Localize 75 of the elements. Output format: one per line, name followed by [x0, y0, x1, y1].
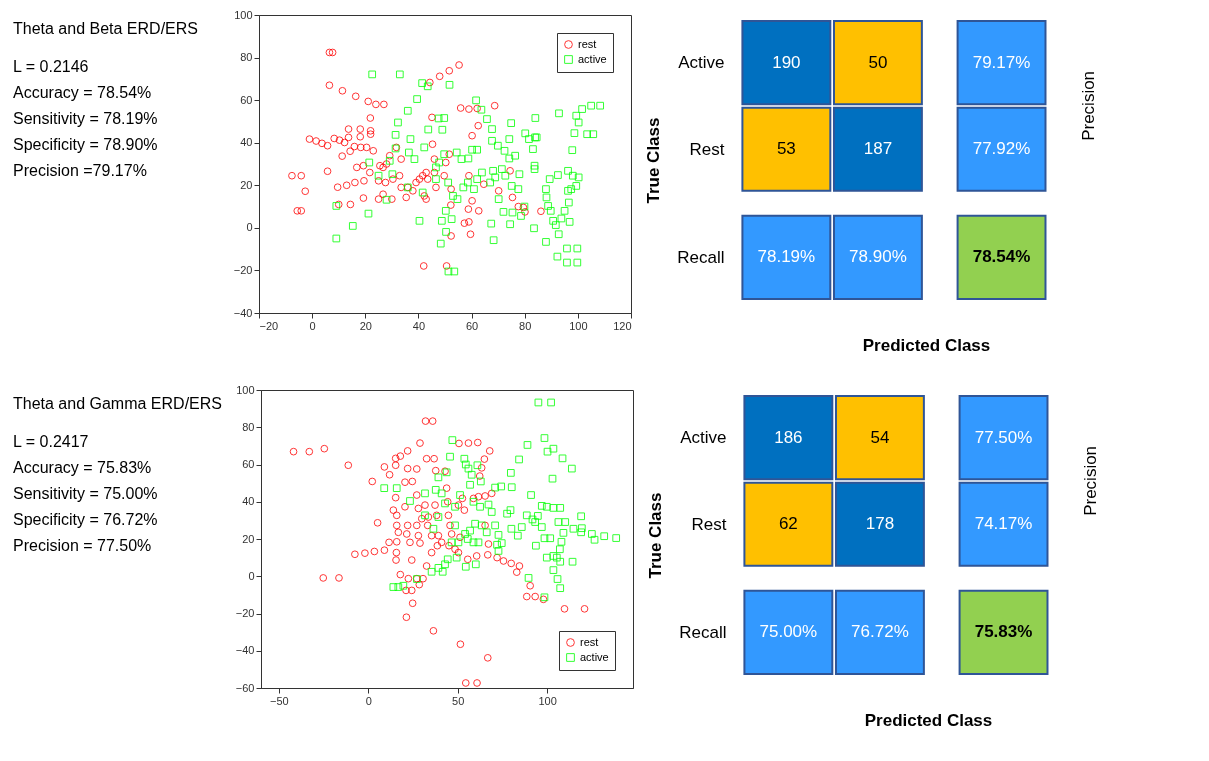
text: 54 — [870, 427, 890, 447]
category-label: Recall — [679, 622, 727, 642]
category-label: Rest — [689, 139, 725, 159]
legend-label: active — [578, 52, 607, 65]
y-tick-label: −40 — [233, 306, 253, 319]
y-tick-label: 60 — [242, 458, 255, 470]
y-tick-label: −20 — [235, 607, 255, 619]
text: 77.92% — [972, 139, 1031, 159]
y-tick-label: 0 — [248, 569, 255, 582]
text: Precision — [1080, 445, 1100, 516]
text: 53 — [776, 139, 796, 159]
text: 190 — [772, 52, 801, 72]
text: 75.83% — [974, 622, 1033, 642]
text: 77.50% — [974, 427, 1033, 447]
text: L = 0.2146 — [13, 58, 89, 75]
text: 78.19% — [757, 247, 816, 267]
text: Precision — [1078, 70, 1098, 141]
y-tick-label: 100 — [234, 8, 253, 21]
text: 178 — [865, 514, 895, 534]
text: 79.17% — [972, 52, 1031, 72]
y-tick-label: 80 — [240, 51, 253, 64]
x-tick-label: 0 — [365, 694, 372, 707]
text: 62 — [778, 514, 798, 534]
category-label: Active — [678, 53, 725, 73]
text: Accuracy = 75.83% — [13, 459, 152, 476]
x-tick-label: 100 — [538, 694, 557, 707]
text: L = 0.2417 — [13, 433, 89, 450]
text: Predicted Class — [864, 710, 993, 730]
y-tick-label: −60 — [235, 681, 255, 694]
y-tick-label: 40 — [240, 136, 253, 149]
legend-label: rest — [580, 635, 599, 648]
x-tick-label: 50 — [452, 694, 465, 707]
text: 75.00% — [759, 622, 818, 642]
text: Sensitivity = 75.00% — [13, 485, 158, 502]
text: Precision =79.17% — [13, 162, 147, 179]
y-tick-label: 20 — [240, 178, 253, 191]
category-label: Active — [680, 428, 727, 448]
text: Specificity = 78.90% — [13, 136, 158, 153]
legend-label: rest — [578, 37, 597, 50]
x-tick-label: 20 — [359, 319, 372, 332]
y-tick-label: 60 — [240, 93, 253, 106]
x-tick-label: −50 — [270, 694, 289, 707]
y-tick-label: 20 — [242, 532, 255, 545]
y-tick-label: −40 — [235, 644, 255, 657]
category-label: Rest — [691, 514, 727, 534]
x-tick-label: 120 — [613, 319, 632, 332]
x-tick-label: 60 — [465, 319, 479, 332]
text: 78.54% — [972, 247, 1031, 267]
x-tick-label: 40 — [412, 319, 426, 332]
x-tick-label: 0 — [309, 319, 316, 332]
y-tick-label: 100 — [236, 383, 255, 396]
text: Predicted Class — [862, 335, 991, 355]
text: 76.72% — [851, 622, 909, 642]
text: 74.17% — [974, 514, 1033, 534]
text: 186 — [774, 427, 803, 447]
text: Specificity = 76.72% — [13, 511, 158, 528]
text: 50 — [868, 52, 888, 72]
text: Accuracy = 78.54% — [13, 84, 152, 101]
text: True Class — [646, 492, 666, 579]
x-tick-label: 80 — [519, 319, 532, 332]
text: True Class — [644, 117, 664, 204]
text: 78.90% — [849, 247, 907, 267]
text: Theta and Gamma ERD/ERS — [13, 395, 222, 412]
x-tick-label: 100 — [569, 319, 588, 332]
text: Theta and Beta ERD/ERS — [13, 20, 198, 37]
legend-label: active — [580, 650, 609, 663]
y-tick-label: 40 — [242, 495, 255, 508]
text: Precision = 77.50% — [13, 537, 152, 554]
text: 187 — [863, 139, 893, 159]
y-tick-label: 0 — [246, 221, 253, 234]
y-tick-label: 80 — [242, 420, 255, 433]
y-tick-label: −20 — [233, 263, 253, 276]
x-tick-label: −20 — [259, 319, 279, 332]
category-label: Recall — [677, 247, 725, 267]
text: Sensitivity = 78.19% — [13, 110, 158, 127]
